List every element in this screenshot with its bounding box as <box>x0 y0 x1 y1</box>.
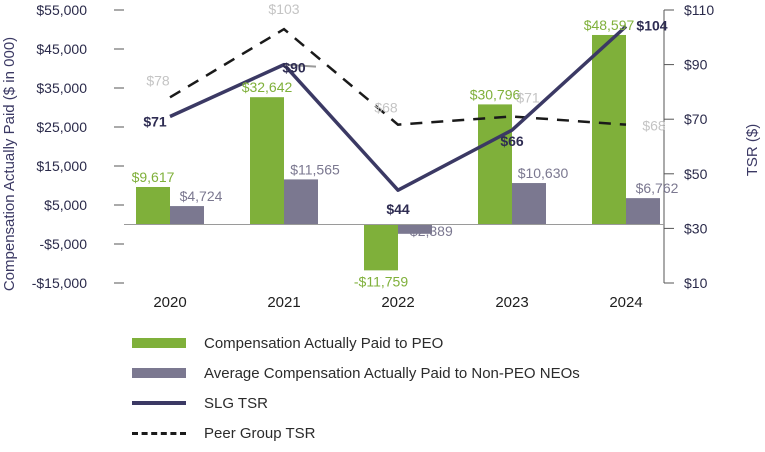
legend-item-peer: Peer Group TSR <box>132 418 580 448</box>
right-tick-label: $30 <box>684 220 708 236</box>
bar-neo <box>284 179 318 225</box>
data-label-slg-tsr: $90 <box>282 60 306 76</box>
right-tick-label: $90 <box>684 57 708 73</box>
right-axis: $10 $30 $50 $70 $90 $110 <box>663 2 714 291</box>
data-labels: $9,617 $32,642 -$11,759 $30,796 $48,597 $4,72… <box>132 1 679 289</box>
data-label-peer-tsr: $71 <box>516 89 540 105</box>
left-tick-label: $45,000 <box>36 41 87 57</box>
bar-neo <box>170 206 204 225</box>
legend-label-slg: SLG TSR <box>204 394 268 412</box>
left-tick-label: $35,000 <box>36 80 87 96</box>
legend-item-neo: Average Compensation Actually Paid to No… <box>132 358 580 388</box>
chart: -$15,000 -$5,000 $5,000 $15,000 $25,000 $35,0… <box>1 1 761 311</box>
data-label-slg-tsr: $66 <box>500 133 524 149</box>
bars <box>136 34 660 271</box>
bar-peo <box>250 97 284 225</box>
right-tick-label: $110 <box>684 2 714 18</box>
left-axis: -$15,000 -$5,000 $5,000 $15,000 $25,000 $35,0… <box>32 2 124 291</box>
category-label: 2022 <box>381 294 414 311</box>
data-label-peo: $9,617 <box>132 169 175 185</box>
data-label-peo: $30,796 <box>470 86 521 102</box>
bar-peo <box>478 104 512 225</box>
data-label-peer-tsr: $78 <box>146 72 170 88</box>
data-label-neo: $6,762 <box>636 180 679 196</box>
data-label-peer-tsr: $68 <box>642 118 666 134</box>
legend-item-peo: Compensation Actually Paid to PEO <box>132 328 580 358</box>
bar-peo <box>592 34 626 225</box>
data-label-peo: -$11,759 <box>354 273 408 289</box>
legend-swatch-neo <box>132 368 186 378</box>
data-label-neo: $4,724 <box>180 188 223 204</box>
right-tick-label: $70 <box>684 111 708 127</box>
data-label-peer-tsr: $103 <box>268 1 299 17</box>
category-labels: 2020 2021 2022 2023 2024 <box>153 294 642 311</box>
legend-swatch-slg <box>132 401 186 405</box>
data-label-slg-tsr: $71 <box>143 113 167 129</box>
data-label-neo: -$2,389 <box>405 223 453 239</box>
left-tick-label: $15,000 <box>36 158 87 174</box>
data-label-neo: $11,565 <box>290 161 340 177</box>
bar-neo <box>626 198 660 225</box>
legend-item-slg: SLG TSR <box>132 388 580 418</box>
legend: Compensation Actually Paid to PEO Averag… <box>132 328 580 448</box>
bar-peo <box>136 186 170 225</box>
label-leader-line <box>283 63 317 68</box>
left-axis-title: Compensation Actually Paid ($ in 000) <box>1 37 18 291</box>
data-label-peo: $32,642 <box>242 79 293 95</box>
category-label: 2020 <box>153 294 186 311</box>
data-label-peo: $48,597 <box>584 17 635 33</box>
left-tick-label: -$5,000 <box>40 236 88 252</box>
right-tick-label: $50 <box>684 166 708 182</box>
bar-neo <box>398 224 432 234</box>
left-tick-label: $5,000 <box>44 197 87 213</box>
legend-label-peo: Compensation Actually Paid to PEO <box>204 334 444 352</box>
line-peer-tsr <box>169 27 627 126</box>
bar-neo <box>512 183 546 225</box>
line-slg-tsr <box>169 25 628 192</box>
right-axis-title: TSR ($) <box>744 124 761 177</box>
category-label: 2023 <box>495 294 528 311</box>
data-label-peer-tsr: $68 <box>374 100 398 116</box>
data-label-neo: $10,630 <box>518 165 569 181</box>
category-label: 2024 <box>609 294 642 311</box>
left-tick-label: $55,000 <box>36 2 87 18</box>
right-tick-label: $10 <box>684 275 708 291</box>
data-label-slg-tsr: $44 <box>386 201 410 217</box>
bar-peo <box>364 224 398 271</box>
left-tick-label: $25,000 <box>36 119 87 135</box>
legend-label-neo: Average Compensation Actually Paid to No… <box>204 364 580 382</box>
legend-swatch-peo <box>132 338 186 348</box>
lines <box>169 25 628 192</box>
data-label-slg-tsr: $104 <box>636 17 667 33</box>
category-label: 2021 <box>267 294 300 311</box>
legend-swatch-peer <box>132 431 186 435</box>
legend-label-peer: Peer Group TSR <box>204 424 316 442</box>
left-tick-label: -$15,000 <box>32 275 87 291</box>
